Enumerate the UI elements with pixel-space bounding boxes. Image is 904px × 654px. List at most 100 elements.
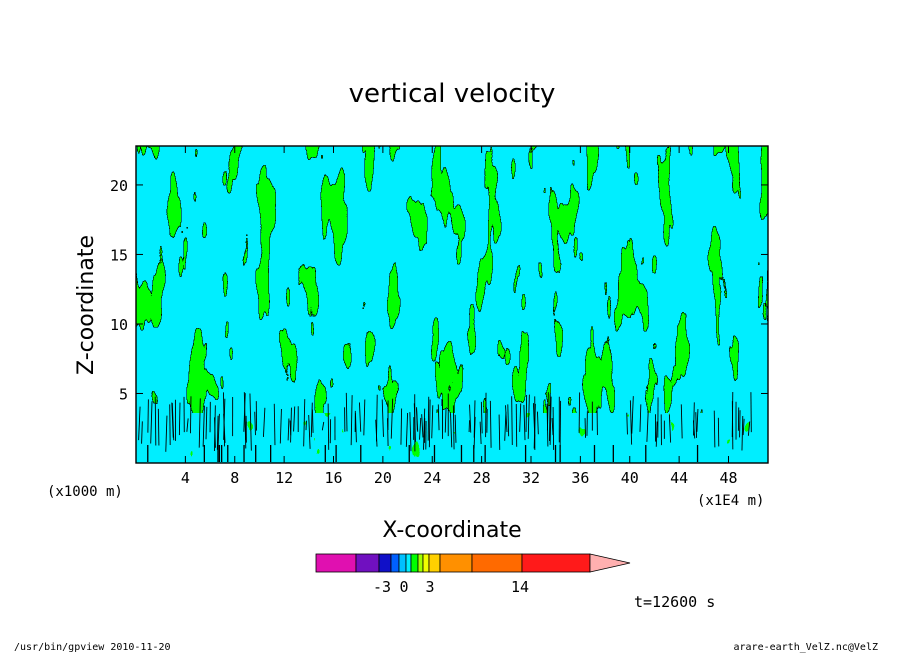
contour-spike bbox=[655, 421, 658, 447]
contour-spike bbox=[289, 420, 292, 436]
contour-spike bbox=[363, 399, 366, 436]
contour-spike bbox=[427, 396, 430, 441]
contour-spike bbox=[639, 404, 642, 432]
contour-spike bbox=[279, 408, 282, 444]
contour-spike bbox=[527, 394, 530, 439]
contour-spike bbox=[437, 404, 440, 431]
contour-spike bbox=[150, 401, 153, 444]
contour-spike bbox=[480, 401, 483, 434]
x-tick-label: 16 bbox=[324, 469, 342, 487]
contour-spike bbox=[359, 402, 362, 432]
contour-spike bbox=[409, 412, 412, 452]
y-tick-label: 5 bbox=[119, 385, 128, 403]
contour-spike bbox=[198, 398, 201, 448]
contour-spike bbox=[525, 394, 528, 432]
colorbar-swatch bbox=[405, 553, 412, 573]
contour-spike bbox=[157, 408, 160, 446]
contour-spike bbox=[578, 392, 581, 433]
contour-spike bbox=[537, 411, 539, 435]
contour-spike bbox=[345, 392, 348, 432]
contour-spike bbox=[551, 418, 554, 436]
contour-spike bbox=[548, 394, 551, 441]
contour-spike bbox=[141, 421, 143, 444]
contour-spike bbox=[504, 411, 507, 441]
contour-spike bbox=[165, 415, 168, 452]
contour-spike bbox=[713, 410, 716, 448]
contour-spike bbox=[552, 406, 555, 450]
colorbar-swatch bbox=[428, 553, 441, 573]
contour-spike bbox=[287, 418, 290, 441]
contour-spike bbox=[249, 393, 252, 451]
contour-spike bbox=[421, 414, 424, 438]
contour-spike bbox=[489, 400, 492, 448]
contour-spike bbox=[147, 399, 149, 433]
contour-spike bbox=[747, 421, 751, 436]
contour-spike bbox=[214, 417, 216, 448]
x-tick-label: 8 bbox=[230, 469, 239, 487]
contour-spike bbox=[138, 406, 141, 441]
contour-spike bbox=[273, 403, 276, 446]
x-tick-label: 4 bbox=[181, 469, 190, 487]
contour-spike bbox=[428, 399, 431, 448]
x-axis-label: X-coordinate bbox=[382, 518, 521, 543]
velocity-field bbox=[136, 146, 768, 463]
contour-spike bbox=[519, 403, 522, 432]
contour-spike bbox=[262, 407, 266, 437]
contour-spike bbox=[222, 392, 226, 447]
contour-spike bbox=[454, 414, 457, 443]
lower-band-texture bbox=[136, 413, 768, 463]
x-tick-label: 36 bbox=[571, 469, 589, 487]
colorbar-tick-label: -3 bbox=[373, 578, 391, 596]
y-axis-ticks: 5 10 15 20 bbox=[110, 177, 768, 403]
contour-spike bbox=[202, 405, 205, 447]
x-tick-label: 32 bbox=[522, 469, 540, 487]
contour-spike bbox=[293, 406, 296, 432]
x-unit-left: (x1000 m) bbox=[47, 484, 123, 500]
contour-spike bbox=[419, 417, 422, 440]
x-tick-label: 12 bbox=[275, 469, 293, 487]
colorbar-swatch bbox=[410, 553, 419, 573]
contour-spike bbox=[303, 399, 306, 447]
x-tick-label: 28 bbox=[473, 469, 491, 487]
contour-spike bbox=[444, 408, 447, 433]
contour-spike bbox=[355, 413, 357, 443]
contour-spike bbox=[511, 396, 513, 446]
contour-spike bbox=[693, 402, 695, 436]
contour-spike bbox=[190, 396, 192, 434]
colorbar-tick-label: 3 bbox=[425, 578, 434, 596]
contour-spike bbox=[549, 396, 552, 445]
contour-spike bbox=[290, 407, 292, 443]
colorbar: -3 0 3 14 bbox=[315, 553, 631, 596]
colorbar-swatch bbox=[378, 553, 392, 573]
colorbar-swatch bbox=[439, 553, 473, 573]
contour-spike bbox=[311, 409, 314, 433]
colorbar-swatch bbox=[521, 553, 591, 573]
contour-spike bbox=[646, 410, 649, 442]
contour-spike bbox=[668, 414, 672, 443]
contour-spike bbox=[546, 392, 549, 431]
contour-spike bbox=[450, 413, 453, 448]
contour-spike bbox=[523, 404, 526, 441]
contour-spike bbox=[696, 409, 699, 432]
contour-spike bbox=[178, 402, 181, 436]
contour-spike bbox=[741, 415, 744, 451]
contour-spike bbox=[731, 392, 734, 437]
contour-spike bbox=[423, 408, 426, 450]
contour-spike bbox=[400, 408, 403, 445]
colorbar-tick-label: 14 bbox=[511, 578, 529, 596]
contour-spike bbox=[626, 412, 628, 435]
contour-spike bbox=[631, 396, 634, 434]
contour-spike bbox=[695, 412, 697, 438]
contour-spike bbox=[387, 418, 389, 446]
contour-spike bbox=[431, 405, 434, 439]
contour-spike bbox=[171, 402, 174, 438]
footer-left: /usr/bin/gpview 2010-11-20 bbox=[14, 642, 171, 653]
contour-spike bbox=[350, 395, 353, 446]
x-tick-label: 40 bbox=[621, 469, 639, 487]
colorbar-swatch bbox=[422, 553, 430, 573]
colorbar-swatch bbox=[315, 553, 357, 573]
contour-spike bbox=[254, 411, 256, 436]
contour-spike bbox=[498, 414, 501, 450]
y-tick-label: 20 bbox=[110, 177, 128, 195]
footer-right: arare-earth_VelZ.nc@VelZ bbox=[734, 642, 879, 653]
